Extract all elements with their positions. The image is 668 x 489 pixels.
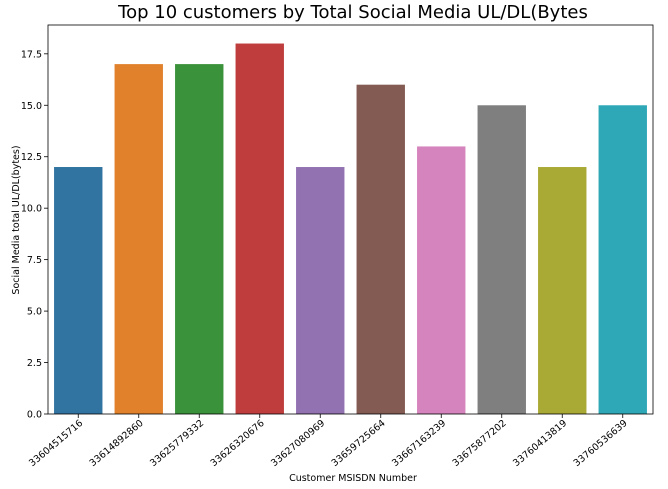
x-tick-label: 33625779332 xyxy=(148,418,206,469)
bar-33604515716 xyxy=(54,167,103,414)
x-axis: 33604515716 33614892860 33625779332 3362632… xyxy=(27,414,630,469)
bar-33760536639 xyxy=(598,105,647,415)
bar-33614892860 xyxy=(114,64,163,414)
chart-title: Top 10 customers by Total Social Media U… xyxy=(117,2,588,23)
bar-33667163239 xyxy=(417,146,466,414)
x-tick-label: 33604515716 xyxy=(27,418,85,469)
y-tick-label: 0.0 xyxy=(27,410,42,421)
y-tick-label: 10.0 xyxy=(21,204,42,215)
y-tick-label: 2.5 xyxy=(27,358,42,369)
x-tick-label: 33667163239 xyxy=(390,418,448,469)
y-axis: 0.0 2.5 5.0 7.5 10.0 12.5 15.0 17.5 xyxy=(21,49,48,421)
bar-33760413819 xyxy=(538,167,587,414)
bar-33659725664 xyxy=(356,84,405,414)
y-axis-label: Social Media total UL/DL(bytes) xyxy=(11,145,22,294)
x-tick-label: 33627080969 xyxy=(269,418,327,469)
y-tick-label: 17.5 xyxy=(21,49,42,60)
x-tick-label: 33760413819 xyxy=(511,418,569,469)
x-tick-label: 33760536639 xyxy=(572,418,630,469)
x-axis-label: Customer MSISDN Number xyxy=(289,473,417,484)
y-tick-label: 7.5 xyxy=(27,255,42,266)
x-tick-label: 33675877202 xyxy=(451,418,509,469)
bar-33625779332 xyxy=(175,64,224,414)
y-tick-label: 12.5 xyxy=(21,152,42,163)
plot-frame xyxy=(47,24,654,415)
bar-33626320676 xyxy=(235,43,284,415)
y-tick-label: 15.0 xyxy=(21,101,42,112)
bars-group xyxy=(54,43,647,415)
bar-33627080969 xyxy=(296,167,345,414)
bar-33675877202 xyxy=(477,105,526,415)
x-tick-label: 33659725664 xyxy=(330,418,388,469)
x-tick-label: 33614892860 xyxy=(88,418,146,469)
x-tick-label: 33626320676 xyxy=(209,418,267,469)
y-tick-label: 5.0 xyxy=(27,307,42,318)
